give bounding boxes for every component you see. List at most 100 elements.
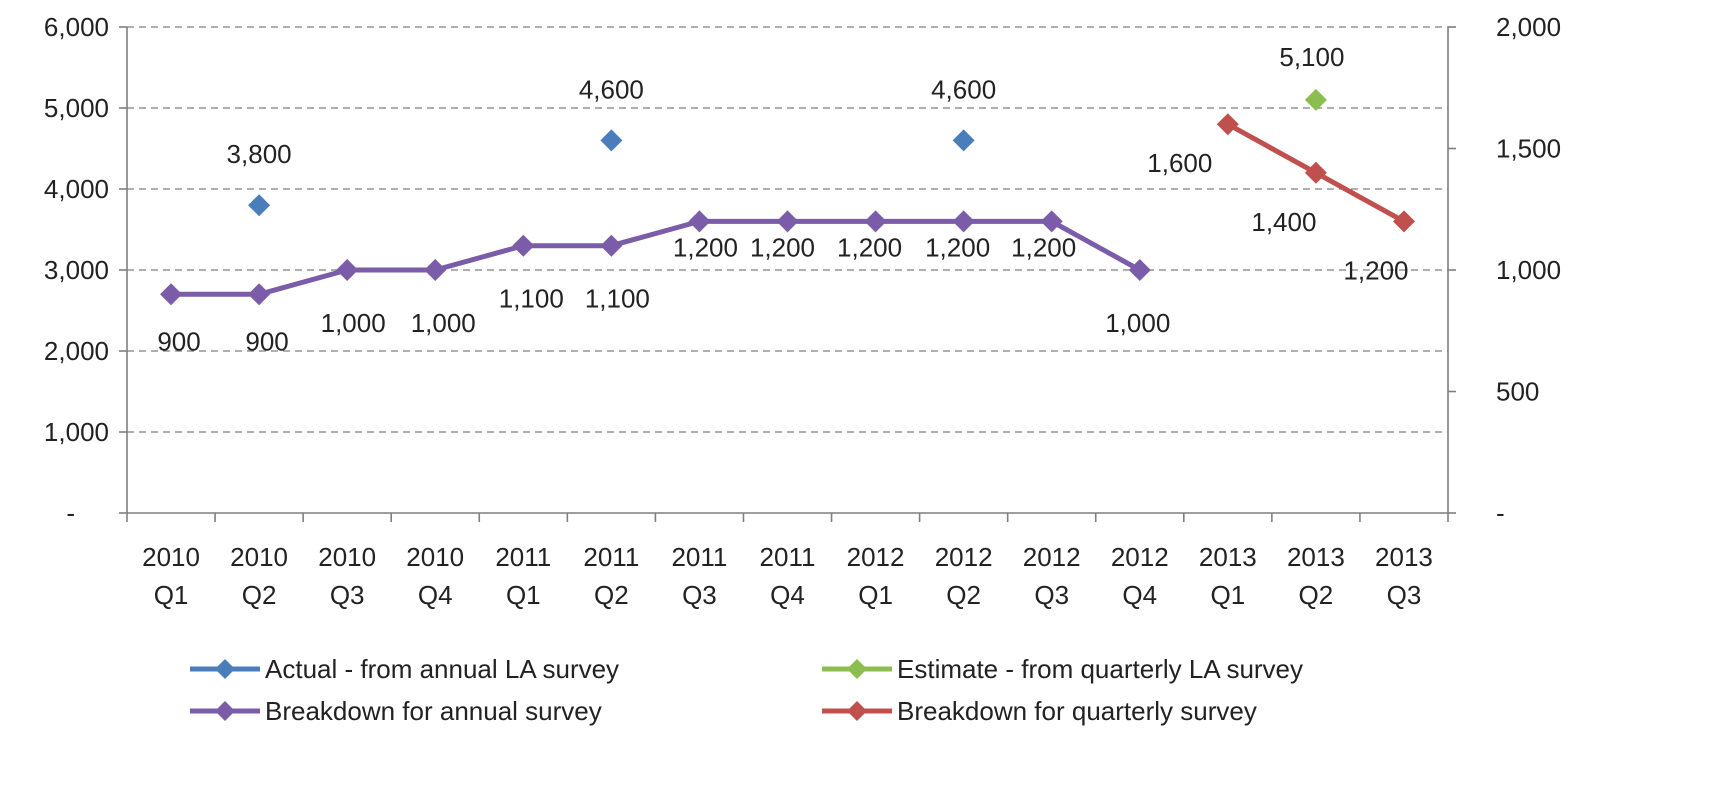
data-point-marker [1392,210,1415,233]
x-tick-label-quarter: Q1 [1210,580,1245,610]
data-label: 5,100 [1279,42,1344,72]
data-point-marker [688,210,711,233]
legend-swatch-marker [847,701,867,721]
data-point-marker [1128,259,1151,281]
data-label: 1,100 [585,284,650,314]
data-point-marker [864,210,887,233]
x-tick-label-year: 2011 [495,542,551,572]
legend-item: Breakdown for annual survey [190,696,602,726]
data-point-marker [1040,210,1063,233]
x-tick-label-year: 2012 [935,542,993,572]
left-y-tick-label: 3,000 [44,255,109,285]
data-label: 3,800 [227,139,292,169]
data-point-marker [248,283,271,306]
x-tick-label-year: 2011 [583,542,639,572]
x-tick-label-quarter: Q3 [682,580,717,610]
data-point-marker [248,194,271,217]
left-y-tick-label: 5,000 [44,93,109,123]
data-label: 1,200 [1011,232,1076,262]
series-line [171,218,1141,297]
data-label: 900 [157,326,200,356]
legend-label: Breakdown for annual survey [265,696,602,726]
data-label: 1,100 [499,284,564,314]
data-point-marker [512,234,535,257]
data-point-marker [1304,88,1327,111]
data-label: 900 [245,326,288,356]
data-label: 1,200 [673,232,738,262]
x-tick-label-year: 2012 [1023,542,1081,572]
legend-label: Actual - from annual LA survey [265,654,619,684]
left-y-tick-label: 6,000 [44,12,109,42]
data-labels: 3,800 4,600 4,600 5,100 900 900 1,000 1,000 1,10… [157,42,1408,356]
data-point-marker [1304,161,1327,184]
x-tick-label-quarter: Q2 [1299,580,1334,610]
series-breakdown-for-annual-survey [160,210,1151,306]
data-label: 4,600 [931,74,996,104]
data-point-marker [776,210,799,233]
series-breakdown-for-quarterly-survey [1216,113,1415,233]
data-point-marker [424,259,447,281]
legend-label: Breakdown for quarterly survey [897,696,1257,726]
x-tick-label-quarter: Q3 [330,580,365,610]
data-label: 1,200 [925,232,990,262]
data-point-marker [952,129,975,152]
x-tick-label-quarter: Q1 [858,580,893,610]
data-label: 1,000 [1105,308,1170,338]
x-tick-label-year: 2010 [318,542,376,572]
data-label: 4,600 [579,74,644,104]
legend-swatch-marker [847,659,867,679]
left-y-tick-label: - [66,498,75,528]
data-label: 1,000 [411,308,476,338]
x-tick-label-year: 2010 [230,542,288,572]
x-tick-label-quarter: Q4 [418,580,453,610]
data-point-marker [952,210,975,233]
x-tick-label-year: 2012 [1111,542,1169,572]
data-point-marker [600,129,623,152]
x-tick-label-year: 2013 [1375,542,1433,572]
x-tick-label-quarter: Q4 [1122,580,1157,610]
x-tick-label-year: 2010 [142,542,200,572]
x-tick-label-quarter: Q4 [770,580,805,610]
legend-item: Actual - from annual LA survey [190,654,619,684]
series-estimate-from-quarterly-la-survey [1304,88,1327,111]
right-y-tick-label: 500 [1496,377,1539,407]
legend-swatch-marker [215,701,235,721]
x-tick-label-year: 2012 [847,542,905,572]
series-layer [160,88,1415,306]
series-actual-from-annual-la-survey [248,129,975,217]
axes: - 1,000 2,000 3,000 4,000 5,000 6,000 - 500 1,000… [44,12,1561,610]
right-y-tick-label: 1,500 [1496,134,1561,164]
data-point-marker [160,283,183,306]
data-point-marker [336,259,359,281]
data-label: 1,400 [1251,207,1316,237]
x-tick-label-year: 2013 [1287,542,1345,572]
x-tick-label-quarter: Q2 [946,580,981,610]
right-y-tick-label: 2,000 [1496,12,1561,42]
left-y-tick-label: 4,000 [44,174,109,204]
legend-label: Estimate - from quarterly LA survey [897,654,1303,684]
x-tick-label-quarter: Q2 [242,580,277,610]
right-y-tick-label: 1,000 [1496,255,1561,285]
x-tick-label-quarter: Q2 [594,580,629,610]
legend-item: Breakdown for quarterly survey [822,696,1257,726]
legend-swatch-marker [215,659,235,679]
x-tick-label-quarter: Q1 [154,580,189,610]
x-tick-label-year: 2010 [406,542,464,572]
data-point-marker [600,234,623,257]
data-label: 1,000 [321,308,386,338]
x-tick-label-quarter: Q1 [506,580,541,610]
gridlines [127,26,1448,433]
data-label: 1,600 [1147,148,1212,178]
data-label: 1,200 [1343,255,1408,285]
data-label: 1,200 [750,232,815,262]
data-label: 1,200 [837,232,902,262]
left-y-tick-label: 2,000 [44,336,109,366]
left-y-tick-label: 1,000 [44,417,109,447]
x-tick-label-year: 2011 [760,542,816,572]
x-tick-label-year: 2013 [1199,542,1257,572]
legend-item: Estimate - from quarterly LA survey [822,654,1303,684]
x-tick-label-quarter: Q3 [1034,580,1069,610]
x-tick-label-quarter: Q3 [1387,580,1422,610]
